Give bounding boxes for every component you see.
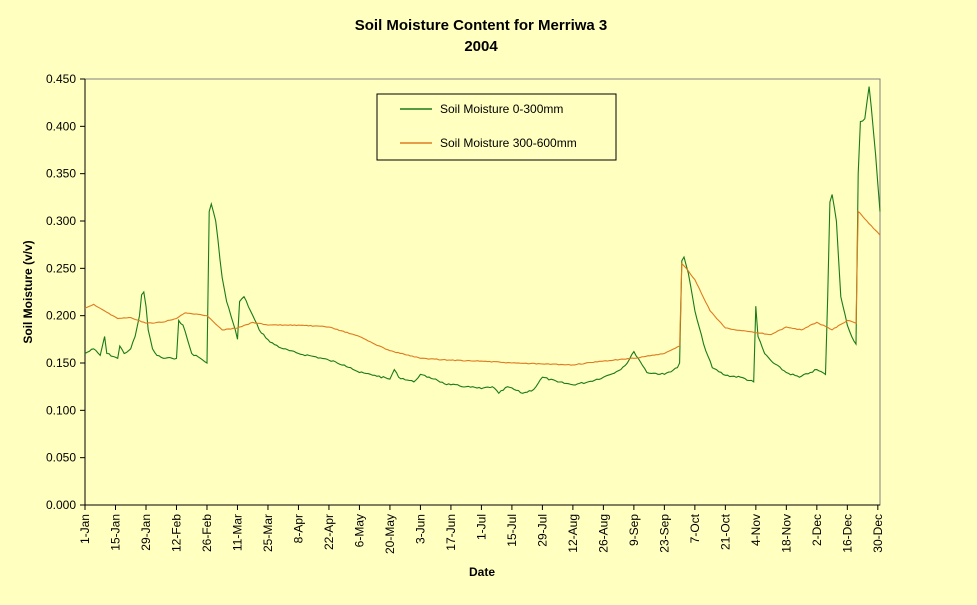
x-tick-label: 30-Dec	[871, 514, 885, 553]
x-tick-label: 23-Sep	[657, 514, 671, 553]
x-tick-label: 25-Mar	[261, 514, 275, 552]
y-tick-label: 0.350	[46, 167, 76, 181]
x-tick-label: 15-Jan	[108, 514, 122, 551]
x-tick-label: 7-Oct	[688, 513, 702, 543]
x-tick-label: 12-Aug	[566, 514, 580, 553]
x-tick-label: 3-Jun	[413, 514, 427, 544]
x-tick-label: 22-Apr	[322, 514, 336, 550]
legend: Soil Moisture 0-300mm Soil Moisture 300-…	[376, 93, 617, 161]
x-tick-label: 17-Jun	[444, 514, 458, 551]
y-tick-label: 0.300	[46, 214, 76, 228]
x-tick-label: 16-Dec	[840, 514, 854, 553]
chart-title: Soil Moisture Content for Merriwa 3	[355, 17, 608, 34]
x-tick-label: 18-Nov	[779, 514, 793, 553]
y-axis-label: Soil Moisture (v/v)	[21, 240, 35, 343]
x-tick-label: 2-Dec	[810, 514, 824, 546]
x-tick-label: 26-Aug	[596, 514, 610, 553]
x-tick-label: 15-Jul	[505, 514, 519, 547]
x-tick-label: 4-Nov	[749, 514, 763, 546]
series-lines	[84, 86, 881, 395]
y-tick-label: 0.200	[46, 309, 76, 323]
legend-box	[376, 93, 617, 161]
y-tick-label: 0.150	[46, 356, 76, 370]
y-axis: 0.000 0.050 0.100 0.150 0.200 0.250 0.300 0.350…	[46, 72, 86, 512]
x-axis: 1-Jan 15-Jan 29-Jan 12-Feb 26-Feb 11-Mar 25-Ma…	[78, 504, 885, 554]
chart-subtitle: 2004	[464, 38, 498, 55]
y-tick-label: 0.100	[46, 403, 76, 417]
x-tick-label: 29-Jan	[139, 514, 153, 551]
x-axis-label: Date	[469, 565, 495, 579]
series-line-300-600mm	[84, 210, 881, 366]
x-tick-label: 29-Jul	[535, 514, 549, 547]
series-line-0-300mm	[84, 86, 881, 395]
x-tick-label: 1-Jan	[78, 514, 92, 544]
legend-label-300-600mm: Soil Moisture 300-600mm	[440, 136, 577, 150]
x-tick-label: 9-Sep	[627, 514, 641, 546]
y-tick-label: 0.050	[46, 451, 76, 465]
x-tick-label: 26-Feb	[200, 514, 214, 552]
x-tick-label: 6-May	[352, 514, 366, 547]
y-tick-label: 0.400	[46, 119, 76, 133]
x-tick-label: 11-Mar	[230, 514, 244, 551]
x-tick-label: 1-Jul	[474, 514, 488, 540]
y-tick-label: 0.250	[46, 261, 76, 275]
y-tick-label: 0.450	[46, 72, 76, 86]
x-tick-label: 8-Apr	[291, 514, 305, 543]
legend-label-0-300mm: Soil Moisture 0-300mm	[440, 102, 563, 116]
x-tick-label: 21-Oct	[718, 513, 732, 550]
x-tick-label: 20-May	[383, 514, 397, 554]
x-tick-label: 12-Feb	[169, 514, 183, 552]
y-tick-label: 0.000	[46, 498, 76, 512]
